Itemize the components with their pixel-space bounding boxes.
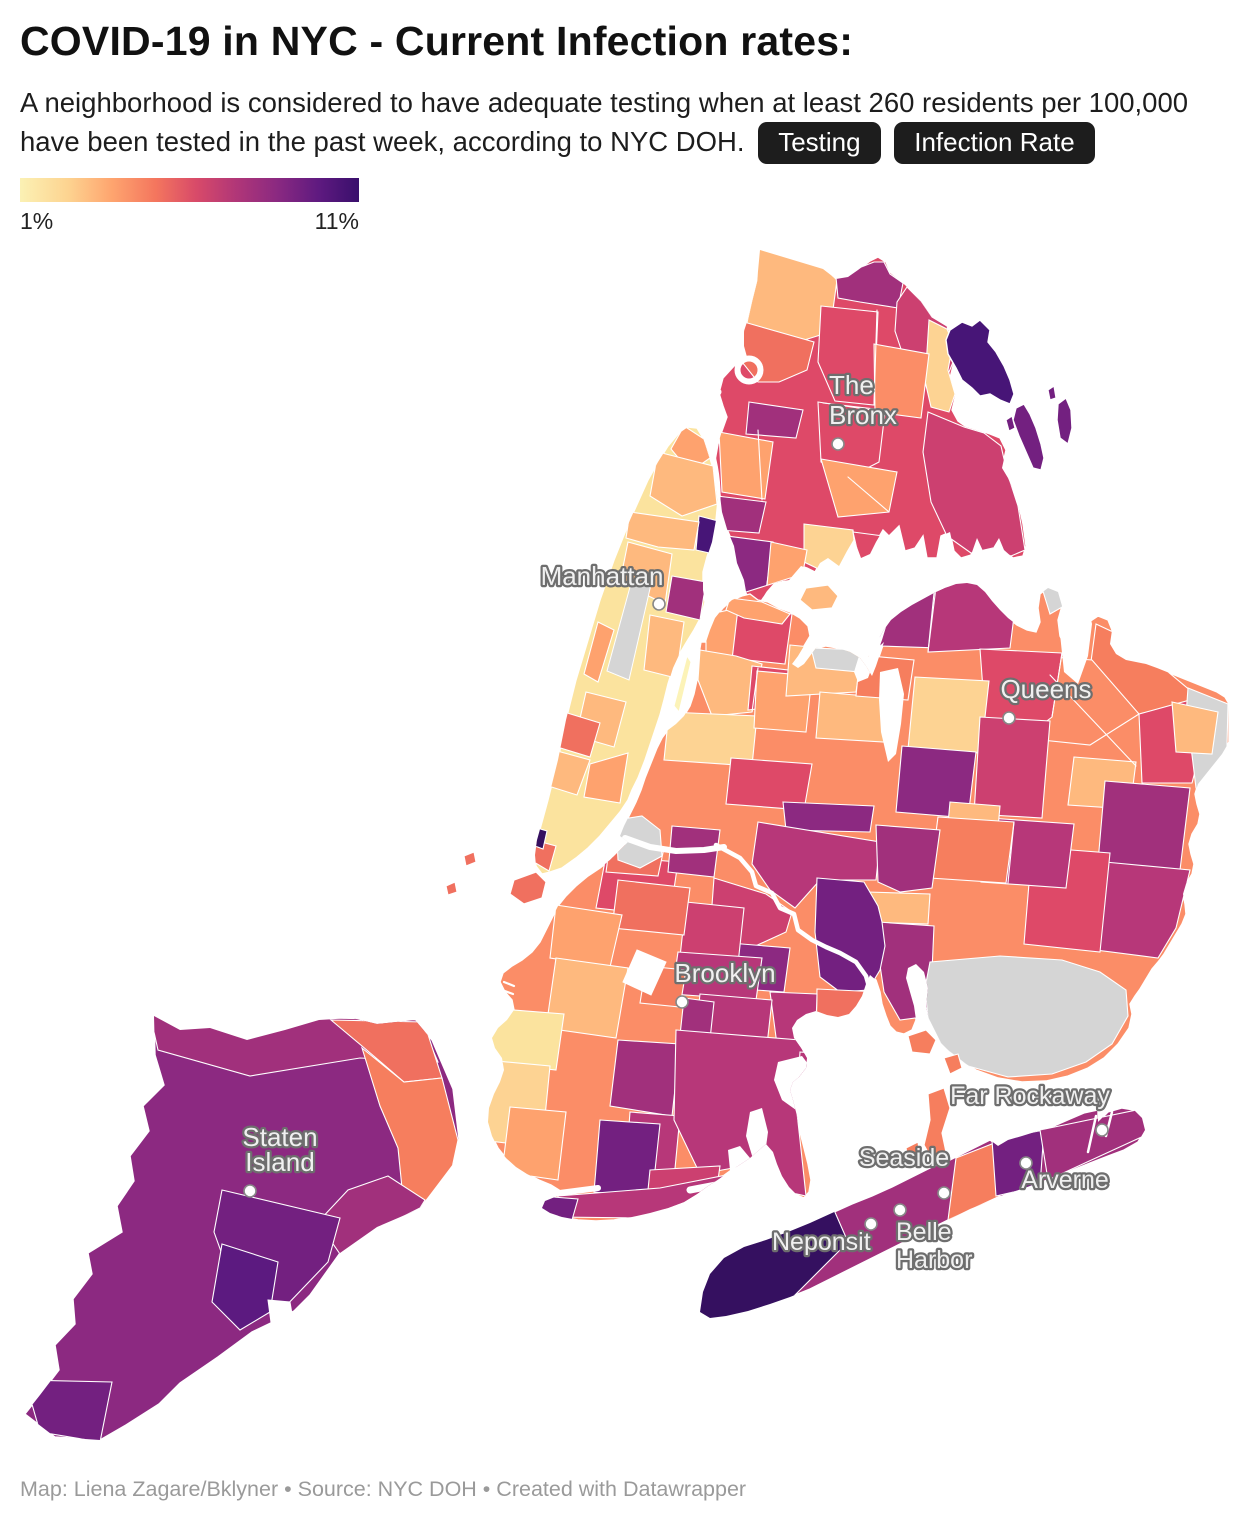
svg-text:Manhattan: Manhattan <box>541 561 664 591</box>
svg-text:Bronx: Bronx <box>829 400 897 430</box>
svg-text:The: The <box>829 370 874 400</box>
svg-text:Seaside: Seaside <box>859 1144 949 1172</box>
svg-text:Neponsit: Neponsit <box>772 1228 871 1256</box>
svg-text:Far Rockaway: Far Rockaway <box>950 1082 1110 1110</box>
svg-text:Arverne: Arverne <box>1021 1166 1109 1194</box>
svg-text:Staten: Staten <box>242 1122 317 1152</box>
svg-text:Harbor: Harbor <box>896 1246 972 1274</box>
svg-text:Island: Island <box>245 1147 314 1177</box>
svg-text:Queens: Queens <box>1000 674 1091 704</box>
svg-text:Brooklyn: Brooklyn <box>674 958 775 988</box>
svg-text:Belle: Belle <box>896 1218 952 1246</box>
